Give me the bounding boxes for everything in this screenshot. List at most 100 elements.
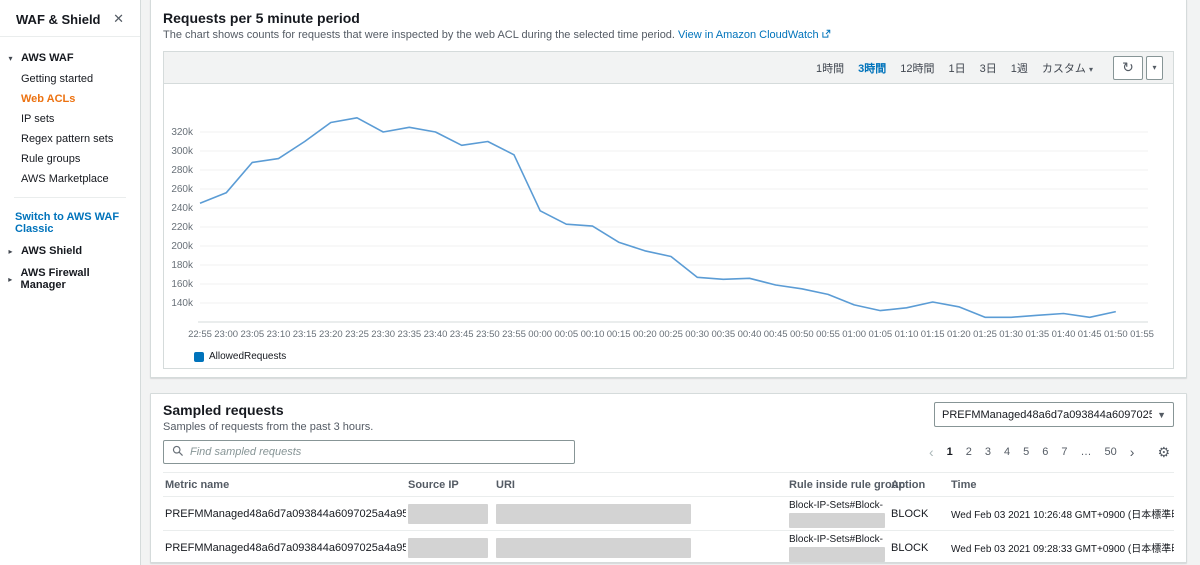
time-range-button-1[interactable]: 3時間 <box>858 62 887 75</box>
redacted-source-ip <box>408 503 488 524</box>
chevron-down-icon: ▼ <box>1157 409 1166 420</box>
sidebar-item-ip-sets[interactable]: IP sets <box>21 113 55 125</box>
pagination-page-1[interactable]: 1 <box>946 446 953 458</box>
x-tick-label: 23:55 <box>502 329 526 340</box>
refresh-icon: ↻ <box>1122 59 1134 75</box>
x-tick-label: 01:10 <box>895 329 919 340</box>
time-range-button-0[interactable]: 1時間 <box>816 62 845 75</box>
search-icon <box>172 445 184 460</box>
redacted-uri <box>496 503 691 524</box>
sidebar-item-firewall-manager[interactable]: ▸ AWS Firewall Manager <box>0 262 140 296</box>
x-tick-label: 01:05 <box>868 329 892 340</box>
x-tick-label: 23:05 <box>240 329 264 340</box>
pagination-next[interactable]: › <box>1129 444 1135 460</box>
x-tick-label: 00:15 <box>607 329 631 340</box>
x-tick-label: 01:45 <box>1078 329 1102 340</box>
cloudwatch-link[interactable]: View in Amazon CloudWatch <box>678 29 831 41</box>
requests-line-chart: 140k 160k 180k 200k 220k 240k 260k 280k 300k 320k… <box>171 116 1154 340</box>
sidebar-item-aws-waf[interactable]: ▾ AWS WAF <box>0 47 140 69</box>
sidebar-group-label: AWS WAF <box>21 52 74 64</box>
sampled-title: Sampled requests <box>163 402 284 418</box>
table-row[interactable]: PREFMManaged48a6d7a093844a6097025a4a9540… <box>163 531 1174 562</box>
sidebar: WAF & Shield ✕ ▾ AWS WAF Getting started… <box>0 0 141 565</box>
pagination: ‹ 1 2 3 4 5 6 7 … 50 › ⚙ <box>929 444 1174 461</box>
rule-name-text: Block-IP-Sets#Block- <box>789 499 883 511</box>
col-action: Action <box>891 478 926 491</box>
redacted-uri <box>496 537 691 558</box>
sidebar-item-getting-started[interactable]: Getting started <box>21 73 94 85</box>
settings-gear-button[interactable]: ⚙ <box>1157 444 1170 461</box>
x-tick-label: 00:05 <box>554 329 578 340</box>
chart-title: Requests per 5 minute period <box>163 10 360 26</box>
chart-legend: AllowedRequests <box>164 351 1173 366</box>
pagination-page-6[interactable]: 6 <box>1042 446 1049 458</box>
time-range-button-4[interactable]: 3日 <box>979 62 997 75</box>
sampled-header: Sampled requests Samples of requests fro… <box>163 402 1174 433</box>
pagination-page-5[interactable]: 5 <box>1023 446 1030 458</box>
time-range-button-5[interactable]: 1週 <box>1010 62 1028 75</box>
x-tick-label: 00:50 <box>790 329 814 340</box>
x-tick-label: 01:20 <box>947 329 971 340</box>
rule-group-select[interactable]: PREFMManaged48a6d7a093844a6097025a4a9540… <box>934 402 1174 427</box>
search-input[interactable] <box>190 446 566 458</box>
custom-range-label: カスタム <box>1041 62 1086 75</box>
x-tick-label: 23:10 <box>267 329 291 340</box>
x-tick-label: 00:10 <box>581 329 605 340</box>
external-link-icon <box>821 29 831 42</box>
redacted-source-ip <box>408 537 488 558</box>
x-tick-label: 23:30 <box>371 329 395 340</box>
pagination-page-50[interactable]: 50 <box>1104 446 1117 458</box>
table-row[interactable]: PREFMManaged48a6d7a093844a6097025a4a9540… <box>163 497 1174 531</box>
close-icon[interactable]: ✕ <box>113 11 124 26</box>
refresh-button[interactable]: ↻ <box>1113 55 1143 80</box>
sidebar-group-label: AWS Shield <box>21 245 83 257</box>
divider <box>0 36 140 37</box>
cell-metric-name: PREFMManaged48a6d7a093844a6097025a4a9540… <box>165 541 406 554</box>
y-tick-label: 140k <box>171 298 194 309</box>
gear-icon: ⚙ <box>1157 443 1170 460</box>
table-body: PREFMManaged48a6d7a093844a6097025a4a9540… <box>163 497 1174 562</box>
chart-description-text: The chart shows counts for requests that… <box>163 29 675 41</box>
rule-group-select-value: PREFMManaged48a6d7a093844a6097025a4a9540… <box>942 408 1153 421</box>
sidebar-item-regex-pattern-sets[interactable]: Regex pattern sets <box>21 133 114 145</box>
main-content: Requests per 5 minute period The chart s… <box>141 0 1200 565</box>
rule-name-text: Block-IP-Sets#Block- <box>789 533 883 545</box>
sidebar-item-rule-groups[interactable]: Rule groups <box>21 153 81 165</box>
refresh-options-button[interactable]: ▾ <box>1146 55 1163 80</box>
series-line-allowedrequests <box>199 116 1116 319</box>
x-tick-label: 00:30 <box>685 329 709 340</box>
requests-chart-card: Requests per 5 minute period The chart s… <box>150 0 1187 378</box>
chart-toolbar: 1時間 3時間 12時間 1日 3日 1週 カスタム ▾ ↻ ▾ <box>164 52 1173 84</box>
sidebar-nav: ▾ AWS WAF Getting started Web ACLs IP sets… <box>0 37 140 296</box>
custom-range-button[interactable]: カスタム ▾ <box>1042 60 1093 76</box>
x-tick-label: 22:55 <box>188 329 212 340</box>
x-tick-label: 00:20 <box>633 329 657 340</box>
sidebar-item-web-acls[interactable]: Web ACLs <box>21 93 76 105</box>
time-range-button-3[interactable]: 1日 <box>948 62 966 75</box>
sidebar-item-switch-classic[interactable]: Switch to AWS WAF Classic <box>15 211 120 235</box>
sampled-description: Samples of requests from the past 3 hour… <box>163 421 374 433</box>
y-tick-label: 160k <box>171 279 194 290</box>
cell-time: Wed Feb 03 2021 10:26:48 GMT+0900 (日本標準時… <box>951 510 1174 521</box>
sidebar-subitems: Getting started Web ACLs IP sets Regex patt… <box>0 69 140 189</box>
x-tick-label: 01:00 <box>842 329 866 340</box>
x-tick-label: 00:00 <box>528 329 552 340</box>
x-tick-label: 23:50 <box>476 329 500 340</box>
pagination-page-4[interactable]: 4 <box>1004 446 1011 458</box>
redacted-rule-name <box>789 512 885 528</box>
x-tick-label: 23:35 <box>397 329 421 340</box>
chevron-down-icon: ▾ <box>8 53 13 63</box>
cell-action: BLOCK <box>891 541 929 554</box>
col-source-ip: Source IP <box>408 478 459 491</box>
sidebar-item-aws-shield[interactable]: ▸ AWS Shield <box>0 240 140 262</box>
pagination-page-3[interactable]: 3 <box>984 446 992 458</box>
pagination-page-7[interactable]: 7 <box>1061 446 1068 458</box>
time-range-button-2[interactable]: 12時間 <box>900 62 935 75</box>
x-tick-label: 01:50 <box>1104 329 1128 340</box>
pagination-prev[interactable]: ‹ <box>928 444 934 460</box>
x-tick-label: 23:40 <box>424 329 448 340</box>
pagination-page-2[interactable]: 2 <box>965 446 972 458</box>
cell-uri <box>494 537 787 558</box>
divider <box>14 197 126 198</box>
sidebar-item-aws-marketplace[interactable]: AWS Marketplace <box>21 173 109 185</box>
